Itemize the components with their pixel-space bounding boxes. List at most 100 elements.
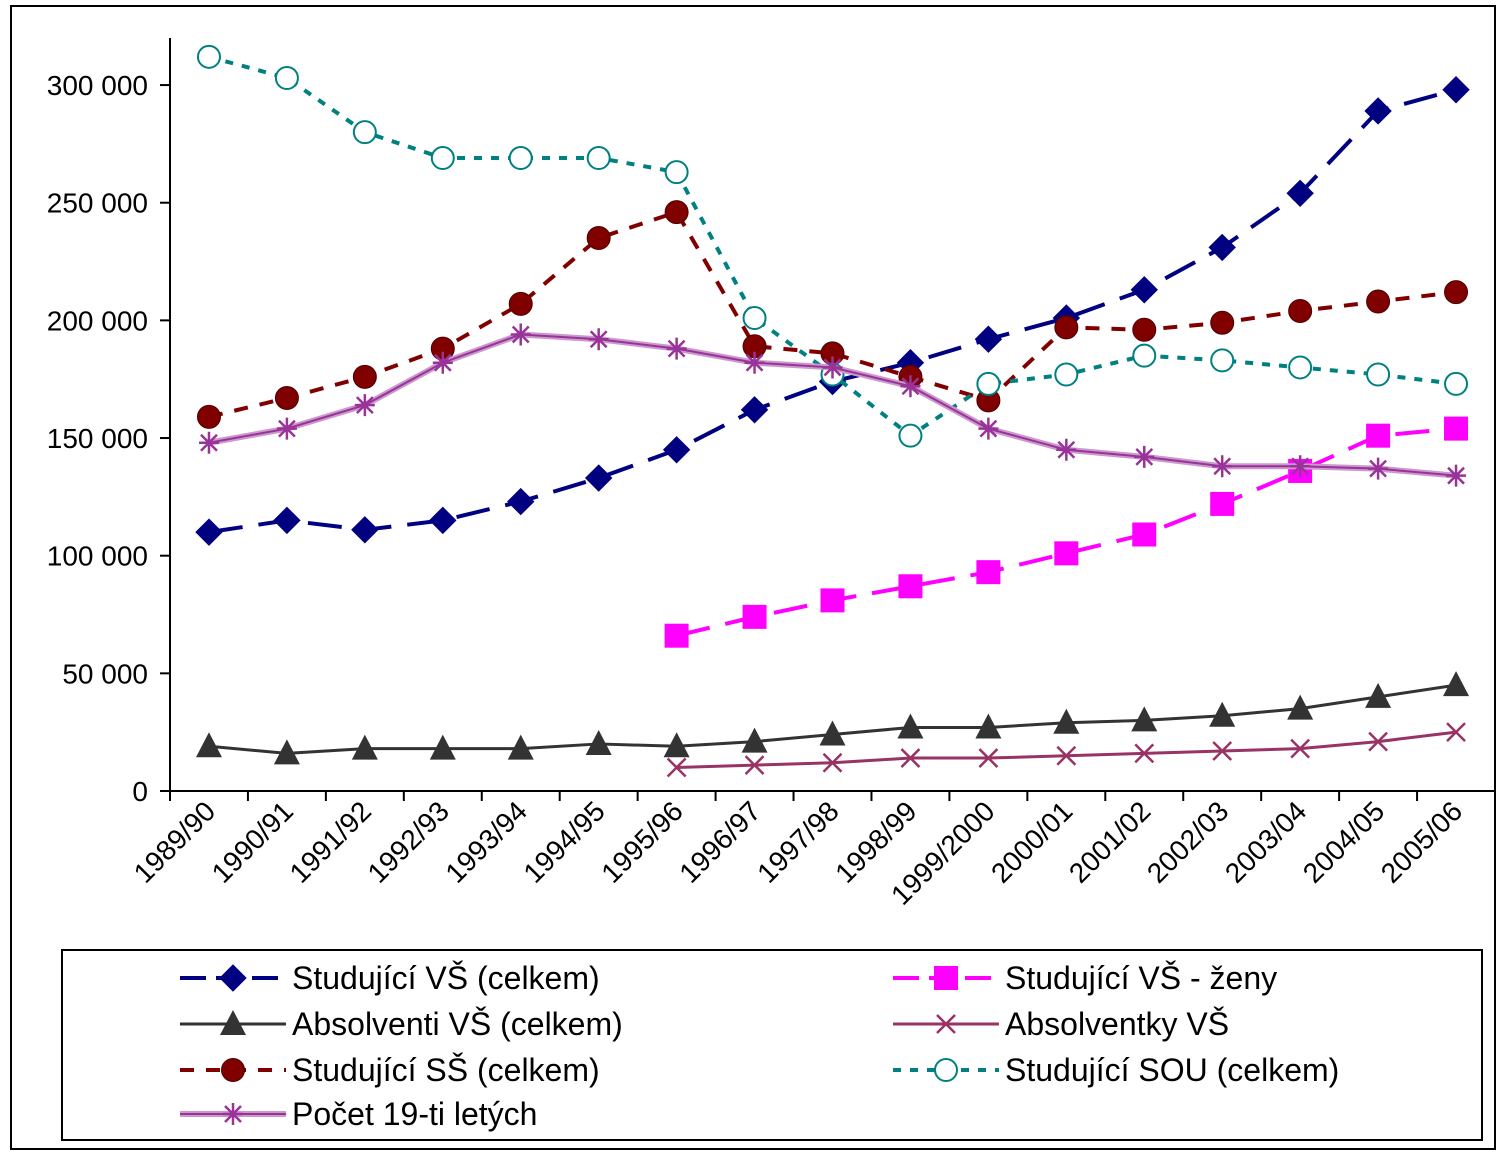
data-point xyxy=(1443,671,1470,697)
legend-item: Absolventi VŠ (celkem) xyxy=(180,1006,623,1042)
series-5 xyxy=(196,200,1469,429)
data-point xyxy=(1209,701,1236,727)
data-point xyxy=(1290,738,1311,759)
data-point xyxy=(430,146,455,171)
data-point xyxy=(740,396,769,424)
y-tick-label: 200 000 xyxy=(47,305,148,336)
data-point xyxy=(1210,310,1235,335)
data-point xyxy=(273,739,300,765)
data-point xyxy=(586,226,611,251)
data-point xyxy=(663,732,690,758)
data-point xyxy=(978,748,999,768)
data-point xyxy=(1444,280,1469,305)
data-point xyxy=(195,518,223,546)
data-point xyxy=(585,729,612,755)
legend-label: Studující VŠ - ženy xyxy=(1005,960,1277,996)
legend-label: Absolventi VŠ (celkem) xyxy=(292,1006,623,1042)
data-point xyxy=(198,431,219,454)
legend-label: Studující VŠ (celkem) xyxy=(292,960,600,996)
data-point xyxy=(936,1014,956,1034)
data-point xyxy=(223,1103,243,1125)
data-point xyxy=(274,66,299,91)
series-4 xyxy=(666,722,1466,778)
data-point xyxy=(508,146,533,171)
data-point xyxy=(976,560,1001,585)
series-6 xyxy=(196,44,1469,448)
data-point xyxy=(1212,455,1233,478)
legend-item: Studující SŠ (celkem) xyxy=(180,1052,600,1088)
data-point xyxy=(1210,348,1235,373)
data-point xyxy=(974,325,1003,353)
data-point xyxy=(1287,694,1314,720)
legend-label: Počet 19-ti letých xyxy=(292,1096,537,1132)
data-point xyxy=(1210,491,1235,516)
data-point xyxy=(900,375,921,398)
data-point xyxy=(274,386,299,411)
data-point xyxy=(742,306,767,331)
data-point xyxy=(196,44,221,69)
data-point xyxy=(822,752,843,773)
data-point xyxy=(584,464,613,492)
data-point xyxy=(1444,371,1469,396)
data-point xyxy=(666,757,687,778)
data-point xyxy=(664,200,689,225)
data-point xyxy=(822,356,843,379)
data-point xyxy=(1054,541,1079,566)
data-point xyxy=(934,1058,958,1082)
y-tick-label: 100 000 xyxy=(47,541,148,572)
data-point xyxy=(276,417,297,440)
data-point xyxy=(273,506,301,535)
data-point xyxy=(976,371,1001,396)
data-point xyxy=(1368,731,1388,752)
data-point xyxy=(1131,706,1158,732)
data-point xyxy=(1134,743,1155,764)
data-point xyxy=(1286,179,1314,208)
data-point xyxy=(975,713,1002,739)
data-point xyxy=(352,120,377,145)
data-point xyxy=(1132,317,1157,342)
data-point xyxy=(1054,362,1079,387)
series-1 xyxy=(195,76,1470,546)
data-point xyxy=(978,417,999,440)
data-point xyxy=(1056,745,1077,766)
data-point xyxy=(897,713,924,739)
legend-item: Absolventky VŠ xyxy=(893,1006,1229,1042)
data-point xyxy=(898,423,923,448)
data-point xyxy=(1212,741,1233,761)
data-point xyxy=(508,291,533,316)
plot-area xyxy=(160,38,1496,801)
data-point xyxy=(351,734,378,760)
data-point xyxy=(1288,355,1313,380)
data-point xyxy=(1130,276,1158,304)
data-point xyxy=(1208,233,1236,262)
data-point xyxy=(1442,76,1470,104)
data-point xyxy=(352,364,377,389)
legend: Studující VŠ (celkem) Studující VŠ - ženy… xyxy=(61,949,1483,1141)
data-point xyxy=(664,160,689,185)
legend-label: Absolventky VŠ xyxy=(1005,1006,1229,1042)
data-point xyxy=(742,604,767,629)
legend-label: Studující SOU (celkem) xyxy=(1005,1052,1339,1088)
data-point xyxy=(195,732,222,758)
data-point xyxy=(1446,464,1467,487)
data-point xyxy=(432,351,453,374)
data-point xyxy=(429,734,456,760)
y-tick-labels: 0 50 000 100 000 150 000 200 000 250 000 300 0… xyxy=(47,70,148,807)
y-tick-label: 250 000 xyxy=(47,188,148,219)
y-tick-label: 0 xyxy=(132,776,148,807)
data-point xyxy=(664,623,689,648)
data-point xyxy=(1132,343,1157,368)
data-point xyxy=(354,394,375,417)
data-point xyxy=(898,574,923,599)
data-point xyxy=(1368,457,1389,480)
data-point xyxy=(429,506,457,535)
data-point xyxy=(1056,438,1077,461)
data-point xyxy=(1290,455,1311,478)
data-point xyxy=(586,146,611,171)
data-point xyxy=(741,727,768,753)
y-tick-label: 150 000 xyxy=(47,423,148,454)
series-7 xyxy=(198,323,1467,487)
data-point xyxy=(819,720,846,746)
legend-item: Počet 19-ti letých xyxy=(180,1096,537,1132)
